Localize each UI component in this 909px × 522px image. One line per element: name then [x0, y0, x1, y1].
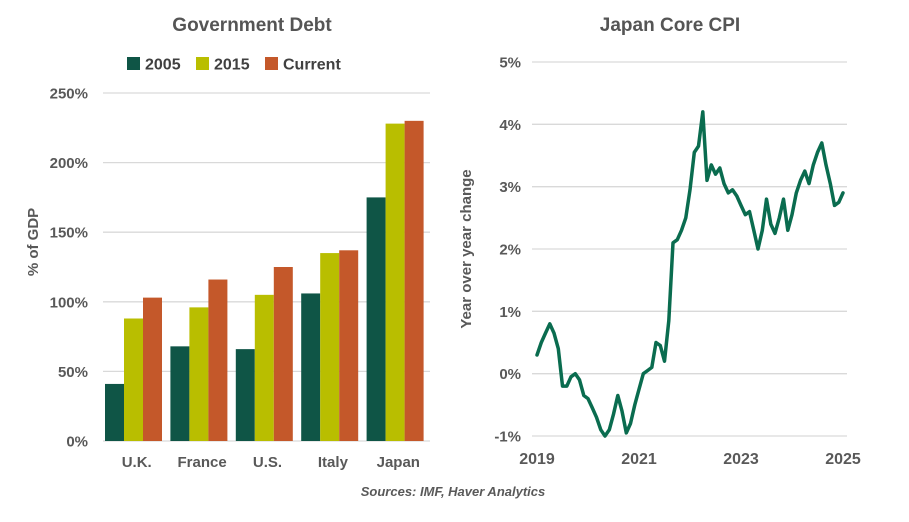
y-tick-label: 250% — [50, 86, 88, 103]
y-tick-label: 3% — [499, 179, 521, 196]
y-tick-label: -1% — [494, 429, 521, 446]
bar-uk-2015 — [124, 318, 143, 441]
x-tick-label: 2025 — [825, 451, 861, 468]
y-tick-label: 0% — [66, 434, 88, 451]
x-category-label: Italy — [318, 454, 349, 471]
bar-italy-2015 — [320, 253, 340, 441]
y-tick-label: 4% — [499, 117, 521, 134]
bar-uk-current — [143, 297, 162, 441]
bar-france-current — [208, 279, 228, 441]
sources-note: Sources: IMF, Haver Analytics — [360, 484, 546, 499]
bar-japan-2015 — [385, 123, 405, 442]
y-tick-label: 2% — [499, 242, 521, 259]
x-tick-label: 2023 — [723, 451, 759, 468]
bar-us-current — [273, 267, 293, 441]
legend-label-2015: 2015 — [214, 57, 250, 74]
bar-france-2015 — [189, 307, 209, 441]
legend-swatch-2015 — [196, 57, 209, 70]
y-tick-label: 150% — [50, 225, 88, 242]
y-tick-label: 0% — [499, 366, 521, 383]
bar-italy-2005 — [301, 293, 321, 441]
y-axis-title: Year over year change — [458, 169, 475, 328]
bar-italy-current — [339, 250, 359, 441]
y-tick-label: 5% — [499, 55, 521, 72]
legend-label-2005: 2005 — [145, 57, 181, 74]
bar-japan-2005 — [366, 197, 386, 441]
bar-us-2015 — [254, 294, 274, 441]
x-category-label: U.K. — [122, 454, 152, 471]
cpi-line — [535, 110, 845, 438]
bar-uk-2005 — [105, 383, 124, 441]
x-category-label: Japan — [377, 454, 420, 471]
government-debt-chart: 0% 50% 100% 150% 200% 250% % of GDP U.K. France U… — [25, 57, 430, 471]
y-tick-label: 100% — [50, 294, 88, 311]
y-tick-label: 200% — [50, 155, 88, 172]
x-tick-label: 2021 — [621, 451, 657, 468]
legend-label-current: Current — [283, 57, 341, 74]
bar-france-2005 — [170, 346, 190, 441]
japan-cpi-title: Japan Core CPI — [599, 15, 741, 36]
y-tick-label: 50% — [58, 364, 88, 381]
y-axis-title: % of GDP — [25, 208, 42, 276]
x-tick-label: 2019 — [519, 451, 555, 468]
bar-japan-current — [404, 120, 424, 441]
bar-us-2005 — [235, 349, 255, 441]
legend-swatch-2005 — [127, 57, 140, 70]
x-category-label: U.S. — [253, 454, 282, 471]
japan-cpi-chart: -1% 0% 1% 2% 3% 4% 5% Year over year change 2019… — [458, 55, 861, 469]
y-tick-label: 1% — [499, 304, 521, 321]
government-debt-title: Government Debt — [172, 15, 332, 36]
x-category-label: France — [177, 454, 226, 471]
legend-swatch-current — [265, 57, 278, 70]
